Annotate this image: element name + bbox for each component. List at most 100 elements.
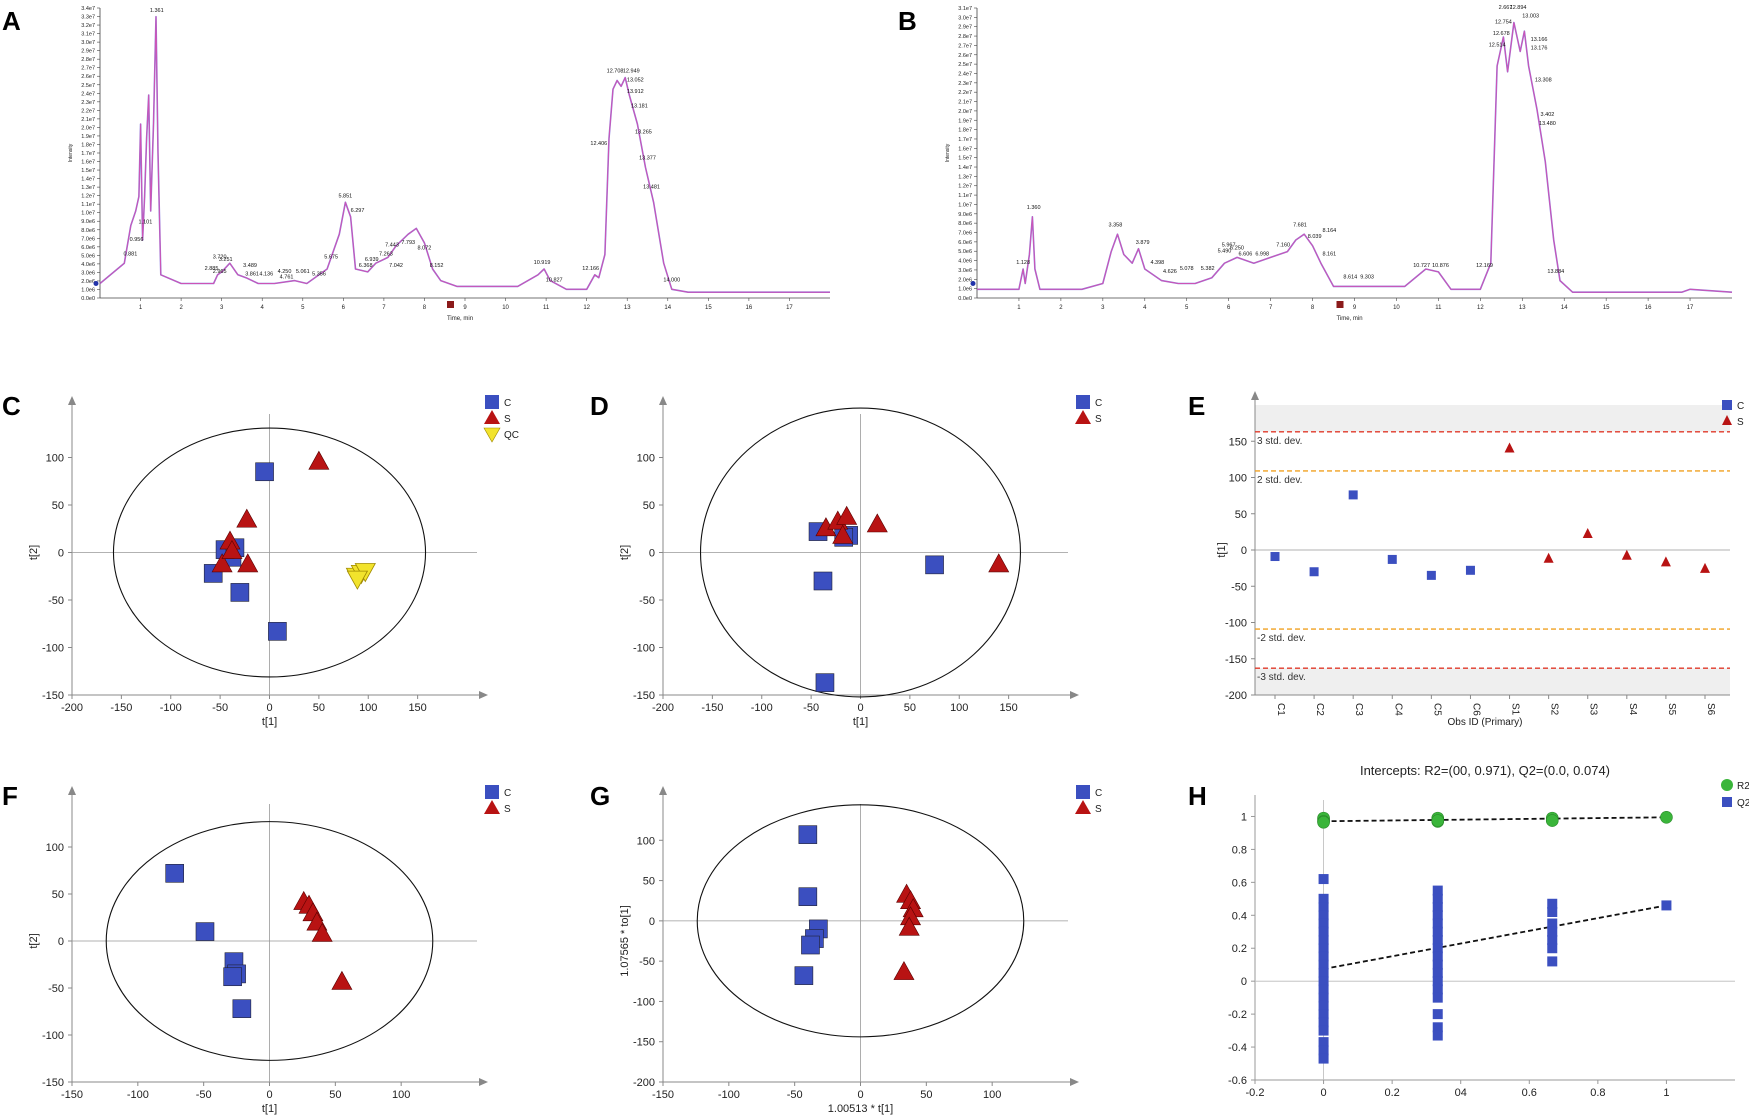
peak-label: 2.965	[213, 269, 227, 275]
marker-c	[1309, 567, 1319, 577]
legend-marker-c	[1076, 785, 1090, 799]
x-tick-label: 0	[1321, 1087, 1327, 1099]
marker-q2	[1432, 1022, 1443, 1033]
peak-label: 10.727	[1413, 263, 1430, 269]
panel-letter-b: B	[898, 6, 917, 36]
y-tick-label: 50	[643, 876, 655, 888]
x-axis-arrow	[1070, 1078, 1079, 1086]
marker-q2	[1318, 935, 1329, 945]
marker-q2	[1318, 926, 1329, 937]
peak-label: 5.356	[312, 272, 326, 278]
peak-label: 13.265	[635, 130, 652, 136]
peak-label: 12.678	[1493, 31, 1510, 37]
marker-s	[311, 922, 333, 942]
x-tick-label: -100	[127, 1089, 149, 1101]
y-tick-label: 1.7e7	[958, 137, 972, 143]
y-tick-label: 1.5e7	[958, 156, 972, 162]
x-tick-label: 16	[746, 305, 753, 311]
x-tick-label: S2	[1549, 703, 1560, 716]
x-tick-label: 0.8	[1590, 1087, 1605, 1099]
marker-q2	[1547, 926, 1558, 937]
marker-q2	[1661, 900, 1672, 911]
score-line-plot-e: -200 -150 -100 -50 0 50 100 150 3 std. dev. 2 std…	[1216, 391, 1744, 728]
peak-label: 13.166	[1531, 37, 1548, 43]
x-tick-label: 15	[705, 305, 712, 311]
x-tick-label: 50	[329, 1089, 341, 1101]
y-tick-label: 0.6	[1232, 877, 1247, 889]
marker-q2	[1547, 935, 1558, 945]
y-tick-label: 2.0e6	[81, 279, 95, 285]
y-tick-label: 1.6e7	[958, 146, 972, 152]
x-tick-label: -150	[652, 1089, 674, 1101]
y-tick-label: -100	[42, 643, 64, 655]
marker-q2	[1318, 967, 1329, 978]
panel-letter-a: A	[2, 6, 21, 36]
x-tick-label: 50	[313, 702, 325, 714]
y-tick-label: 1.9e7	[81, 134, 95, 140]
marker-q2	[1432, 935, 1443, 945]
y-tick-label: 1.0e6	[81, 287, 95, 293]
y-tick-label: 0	[58, 936, 64, 948]
y-tick-label: 2.3e7	[958, 81, 972, 87]
peak-label: 12.166	[582, 266, 599, 272]
y-tick-label: 2.1e7	[958, 100, 972, 106]
std-dev-label: 3 std. dev.	[1257, 436, 1302, 447]
chromatogram-b: 0.0e0 1.0e6 2.0e6 3.0e6 4.0e6 5.0e6 6.0e6 7.0e6…	[945, 5, 1733, 322]
y-tick-label: 1.1e7	[81, 202, 95, 208]
peak-label: 13.884	[1547, 269, 1564, 275]
marker-q2	[1547, 907, 1558, 917]
y-tick-label: -0.4	[1228, 1042, 1247, 1054]
peak-label: 1.101	[139, 220, 153, 226]
peak-label: 3.489	[243, 263, 257, 269]
peak-label: 4.398	[1150, 260, 1164, 266]
y-tick-label: 1.0e7	[958, 202, 972, 208]
x-tick-label: 14	[664, 305, 671, 311]
y-tick-label: 8.0e6	[958, 221, 972, 227]
peak-label: 7.443	[385, 243, 399, 249]
marker-c	[1348, 490, 1358, 500]
peak-label: 3.358	[1109, 222, 1123, 228]
y-tick-label: 50	[643, 500, 655, 512]
marker-q2	[1432, 926, 1443, 937]
x-tick-label: 1	[139, 305, 143, 311]
peak-label: 8.614	[1343, 275, 1357, 281]
peak-label: 8.039	[1308, 234, 1322, 240]
peak-label: 7.263	[379, 251, 393, 257]
peak-label: 13.480	[1539, 121, 1556, 127]
x-tick-label: 4	[261, 305, 265, 311]
marker-q2	[1432, 910, 1443, 921]
y-tick-label: 50	[52, 889, 64, 901]
x-tick-label: C3	[1353, 703, 1364, 716]
y-tick-label: 50	[52, 500, 64, 512]
x-axis-label: t[1]	[262, 716, 277, 728]
y-tick-label: 100	[46, 453, 64, 465]
hotelling-ellipse	[105, 821, 434, 1061]
marker-q2	[1318, 976, 1329, 987]
y-tick-label: 150	[1229, 436, 1247, 448]
marker-s	[331, 970, 353, 990]
y-tick-label: -100	[633, 643, 655, 655]
peak-label: 13.481	[643, 185, 660, 191]
legend-marker-q2	[1722, 797, 1732, 807]
legend-label: S	[1095, 414, 1102, 425]
legend-label: S	[504, 414, 511, 425]
y-tick-label: -200	[1225, 690, 1247, 702]
y-tick-label: 1.1e7	[958, 193, 972, 199]
y-tick-label: 50	[1235, 509, 1247, 521]
y-tick-label: -50	[48, 595, 64, 607]
marker-r2	[1545, 814, 1559, 827]
x-tick-label: 9	[463, 305, 467, 311]
peak-label: 7.042	[389, 263, 403, 269]
y-tick-label: 3.0e7	[958, 15, 972, 21]
y-tick-label: 2.5e7	[958, 62, 972, 68]
marker-q2	[1318, 943, 1329, 954]
legend-marker-c	[1076, 395, 1090, 409]
x-axis-arrow	[1070, 691, 1079, 699]
peak-label: 8.161	[1322, 251, 1336, 257]
legend-label: S	[1737, 417, 1744, 428]
y-tick-label: 5.0e6	[81, 253, 95, 259]
peak-label: 6.939	[365, 257, 379, 263]
y-axis-label: Intensity	[945, 143, 951, 162]
